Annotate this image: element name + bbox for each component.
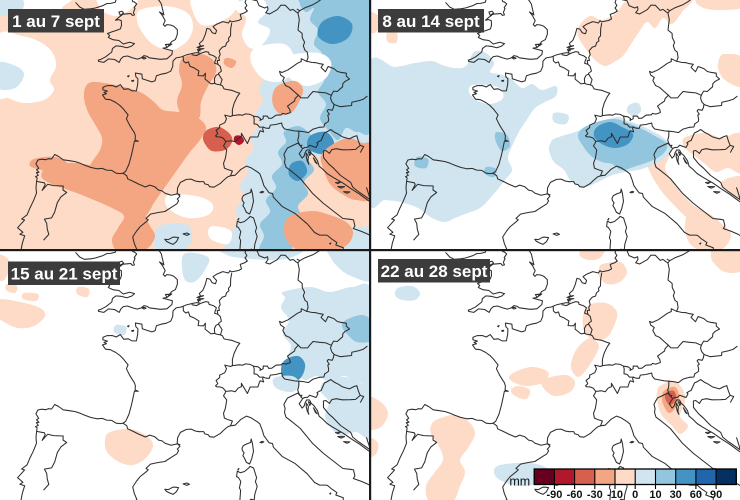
svg-text:1 au 7 sept: 1 au 7 sept	[12, 12, 100, 31]
svg-text:8 au 14 sept: 8 au 14 sept	[382, 12, 480, 31]
svg-text:0: 0	[632, 489, 638, 500]
svg-text:22 au 28 sept: 22 au 28 sept	[381, 262, 488, 281]
svg-text:30: 30	[670, 489, 682, 500]
svg-text:60: 60	[690, 489, 702, 500]
svg-text:-90: -90	[546, 489, 562, 500]
svg-text:-60: -60	[567, 489, 583, 500]
svg-text:15 au 21 sept: 15 au 21 sept	[11, 265, 118, 284]
svg-text:mm: mm	[509, 475, 530, 489]
svg-text:90: 90	[710, 489, 722, 500]
svg-text:-10: -10	[607, 489, 623, 500]
svg-text:10: 10	[649, 489, 661, 500]
svg-text:-30: -30	[587, 489, 603, 500]
